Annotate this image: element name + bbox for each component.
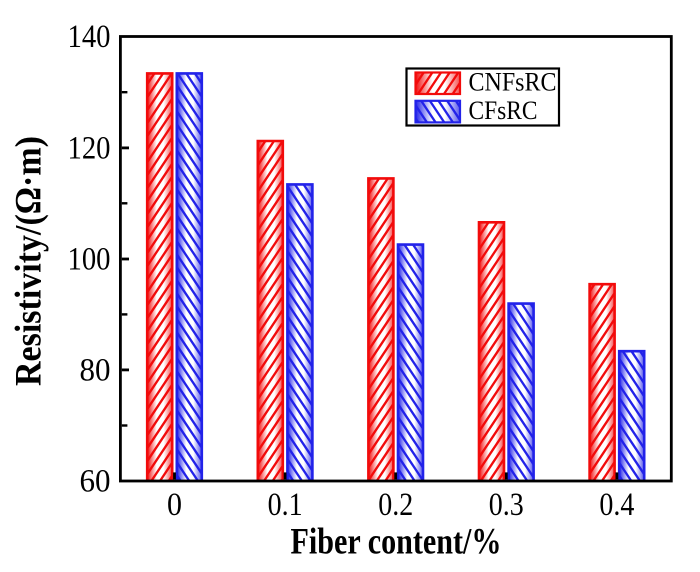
svg-text:CNFsRC: CNFsRC — [469, 68, 557, 97]
svg-text:140: 140 — [68, 19, 111, 55]
svg-text:0.1: 0.1 — [268, 487, 303, 523]
svg-text:80: 80 — [80, 352, 111, 388]
svg-text:Fiber content/%: Fiber content/% — [291, 522, 502, 563]
svg-text:100: 100 — [68, 242, 111, 278]
svg-text:0.4: 0.4 — [599, 487, 634, 523]
svg-text:0: 0 — [167, 487, 182, 523]
svg-text:120: 120 — [68, 130, 111, 166]
svg-text:Resistivity/(Ω·m): Resistivity/(Ω·m) — [9, 136, 50, 386]
svg-text:0.2: 0.2 — [378, 487, 413, 523]
svg-text:0.3: 0.3 — [489, 487, 524, 523]
svg-text:CFsRC: CFsRC — [469, 96, 538, 125]
svg-text:60: 60 — [80, 464, 111, 500]
